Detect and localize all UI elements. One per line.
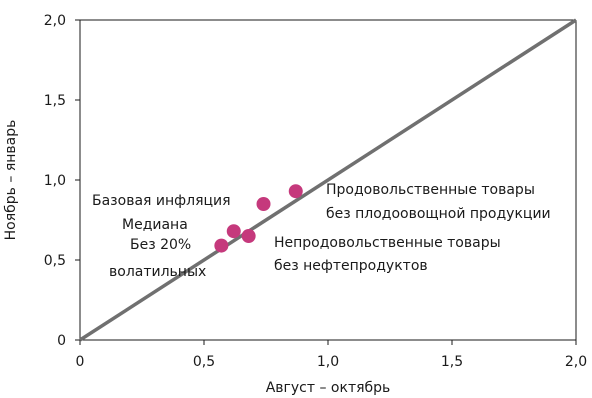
diagonal-reference-line — [79, 18, 577, 342]
x-tick-label-1: 0,5 — [193, 354, 215, 370]
data-point-2 — [214, 238, 229, 253]
annotation-food-line-1: Продовольственные товары — [326, 182, 535, 198]
data-point-4 — [288, 184, 303, 199]
annotation-nonfood-line-1: Непродовольственные товары — [274, 235, 501, 251]
x-tick-label-4: 2,0 — [565, 354, 587, 370]
y-axis-title: Ноябрь – январь — [3, 120, 19, 241]
annotation-trimmed-line-1: Без 20% — [130, 237, 191, 253]
data-point-0 — [256, 197, 271, 211]
y-tick-label-1: 0,5 — [44, 253, 66, 269]
annotation-core-inflation: Базовая инфляция — [92, 193, 231, 209]
x-axis-title: Август – октябрь — [266, 380, 391, 396]
x-tick-label-0: 0 — [76, 354, 85, 370]
y-tick-label-0: 0 — [57, 333, 66, 349]
data-point-1 — [226, 224, 241, 239]
x-tick-label-2: 1,0 — [317, 354, 339, 370]
annotation-median: Медиана — [122, 217, 188, 233]
annotation-nonfood-line-2: без нефтепродуктов — [274, 258, 428, 274]
y-tick-label-2: 1,0 — [44, 173, 66, 189]
y-tick-label-4: 2,0 — [44, 13, 66, 29]
y-tick-label-3: 1,5 — [44, 93, 66, 109]
annotation-trimmed-line-2: волатильных — [109, 264, 206, 280]
x-tick-label-3: 1,5 — [441, 354, 463, 370]
data-point-3 — [241, 229, 256, 243]
annotation-food-line-2: без плодоовощной продукции — [326, 206, 551, 222]
